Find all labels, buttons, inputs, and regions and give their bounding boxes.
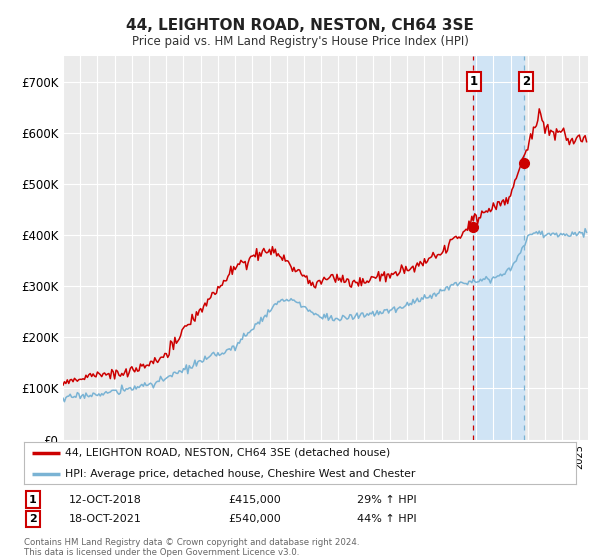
Text: 44% ↑ HPI: 44% ↑ HPI <box>357 514 416 524</box>
Text: 1: 1 <box>470 75 478 88</box>
Text: HPI: Average price, detached house, Cheshire West and Chester: HPI: Average price, detached house, Ches… <box>65 469 416 479</box>
Text: Price paid vs. HM Land Registry's House Price Index (HPI): Price paid vs. HM Land Registry's House … <box>131 35 469 49</box>
Text: 2: 2 <box>29 514 37 524</box>
Text: 1: 1 <box>29 494 37 505</box>
Text: 44, LEIGHTON ROAD, NESTON, CH64 3SE (detached house): 44, LEIGHTON ROAD, NESTON, CH64 3SE (det… <box>65 448 391 458</box>
Text: 18-OCT-2021: 18-OCT-2021 <box>69 514 142 524</box>
Text: £540,000: £540,000 <box>228 514 281 524</box>
Text: Contains HM Land Registry data © Crown copyright and database right 2024.
This d: Contains HM Land Registry data © Crown c… <box>24 538 359 557</box>
Text: £415,000: £415,000 <box>228 494 281 505</box>
Bar <box>473 56 524 440</box>
Text: 29% ↑ HPI: 29% ↑ HPI <box>357 494 416 505</box>
Text: 44, LEIGHTON ROAD, NESTON, CH64 3SE: 44, LEIGHTON ROAD, NESTON, CH64 3SE <box>126 18 474 32</box>
Text: 12-OCT-2018: 12-OCT-2018 <box>69 494 142 505</box>
Text: 2: 2 <box>522 75 530 88</box>
